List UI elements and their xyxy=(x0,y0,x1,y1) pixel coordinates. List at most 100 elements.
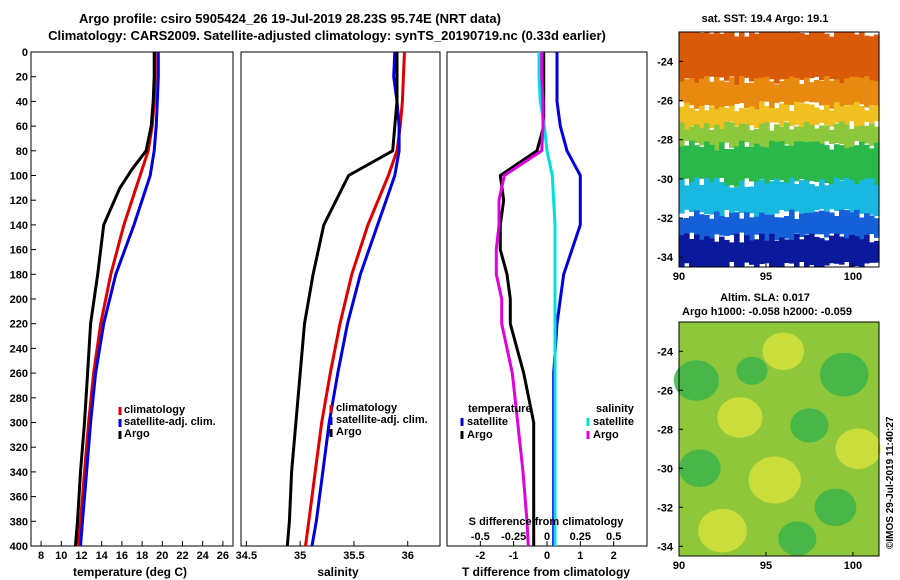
sst-cell xyxy=(819,32,825,81)
legend-label-t-satellite: satellite xyxy=(467,416,508,428)
sst-cell xyxy=(874,105,880,122)
x-tick-label: -2 xyxy=(475,550,485,562)
legend-label-argo: Argo xyxy=(336,426,362,438)
sst-cell xyxy=(744,235,750,263)
sst-cell xyxy=(744,36,750,78)
sst-cell xyxy=(829,212,835,234)
s-tick-label: 0.25 xyxy=(570,531,591,543)
sst-cell xyxy=(794,141,800,182)
sst-cell xyxy=(849,212,855,238)
series-line-argo xyxy=(285,52,399,547)
sst-cell xyxy=(704,236,710,267)
sst-cell xyxy=(769,32,775,80)
sst-cell xyxy=(709,182,715,215)
sst-cell xyxy=(679,81,685,102)
y-tick-label: 400 xyxy=(10,541,28,553)
sst-cell xyxy=(699,214,705,241)
sst-cell xyxy=(799,33,805,80)
y-tick-label: 100 xyxy=(10,171,28,183)
sla-heatmap xyxy=(673,322,881,556)
sst-cell xyxy=(799,141,805,180)
legend-title-temperature: temperature xyxy=(468,403,532,415)
sst-cell xyxy=(854,34,860,78)
sst-x-ticks: 90 95 100 xyxy=(673,263,862,283)
y-tick-label: -34 xyxy=(657,252,674,264)
sst-cell xyxy=(809,104,815,131)
sst-cell xyxy=(839,180,845,220)
sst-cell xyxy=(739,218,745,233)
y-tick-label: -32 xyxy=(657,502,673,514)
sst-cell xyxy=(864,144,870,181)
sst-cell xyxy=(824,145,830,183)
sst-cell xyxy=(779,32,785,80)
sst-cell xyxy=(869,215,875,235)
sst-cell xyxy=(714,109,720,131)
sst-cell xyxy=(864,178,870,215)
y-tick-label: 360 xyxy=(10,492,28,504)
sst-cell xyxy=(849,76,855,111)
x-tick-label: 22 xyxy=(176,550,188,562)
sst-cell xyxy=(859,125,865,143)
sst-cell xyxy=(729,122,735,148)
y-tick-label: 160 xyxy=(10,245,28,257)
sst-cell xyxy=(684,79,690,105)
y-tick-label: -30 xyxy=(657,174,673,186)
sst-cell xyxy=(724,32,730,81)
sst-cell xyxy=(709,218,715,242)
sst-cell xyxy=(804,34,810,83)
sst-cell xyxy=(849,180,855,215)
series-line-climatology xyxy=(304,51,406,547)
sst-cell xyxy=(689,108,695,126)
sst-cell xyxy=(814,211,820,235)
sst-cell xyxy=(704,76,710,105)
x-tick-label: 26 xyxy=(217,550,229,562)
sst-cell xyxy=(694,177,700,214)
sst-cell xyxy=(834,32,840,81)
sla-anomaly-blob xyxy=(762,332,805,371)
salinity-x-label: salinity xyxy=(317,565,359,579)
sst-cell xyxy=(724,107,730,130)
sst-cell xyxy=(769,81,775,110)
sst-cell xyxy=(714,150,720,187)
sst-cell xyxy=(764,106,770,131)
sst-cell xyxy=(859,77,865,105)
sst-cell xyxy=(774,217,780,241)
sst-cell xyxy=(744,212,750,236)
sst-cell xyxy=(874,218,880,238)
sst-cell xyxy=(859,106,865,127)
x-tick-label: 18 xyxy=(136,550,148,562)
sst-map-frame xyxy=(678,31,880,268)
y-tick-label: -32 xyxy=(657,213,673,225)
sst-cell xyxy=(784,216,790,239)
sst-cell xyxy=(729,149,735,186)
sst-cell xyxy=(834,123,840,143)
sst-cell xyxy=(684,129,690,141)
sst-cell xyxy=(819,80,825,106)
sst-cell xyxy=(749,217,755,243)
sst-cell xyxy=(869,80,875,106)
s-difference-label: S difference from climatology xyxy=(469,516,625,528)
sst-cell xyxy=(774,84,780,103)
sst-cell xyxy=(694,124,700,143)
sst-cell xyxy=(784,239,790,263)
sst-cell xyxy=(749,186,755,214)
sst-cell xyxy=(719,236,725,267)
sst-cell xyxy=(819,179,825,210)
sst-cell xyxy=(759,179,765,218)
x-tick-label: 36 xyxy=(402,550,414,562)
sst-cell xyxy=(829,184,835,210)
legend-label-satellite: satellite-adj. clim. xyxy=(336,414,428,426)
sst-cell xyxy=(849,234,855,267)
sla-map-title: Altim. SLA: 0.017 xyxy=(720,292,810,304)
y-tick-label: 240 xyxy=(10,343,28,355)
difference-s-ticks: -0.5 -0.25 0 0.25 0.5 xyxy=(471,531,621,543)
sst-cell xyxy=(684,145,690,179)
sst-cell xyxy=(839,209,845,235)
sst-cell xyxy=(754,33,760,79)
x-tick-label: -1 xyxy=(509,550,519,562)
sst-cell xyxy=(699,32,705,81)
y-tick-label: 40 xyxy=(16,96,28,108)
sst-cell xyxy=(839,121,845,145)
temperature-legend: climatology satellite-adj. clim. Argo xyxy=(118,404,216,440)
